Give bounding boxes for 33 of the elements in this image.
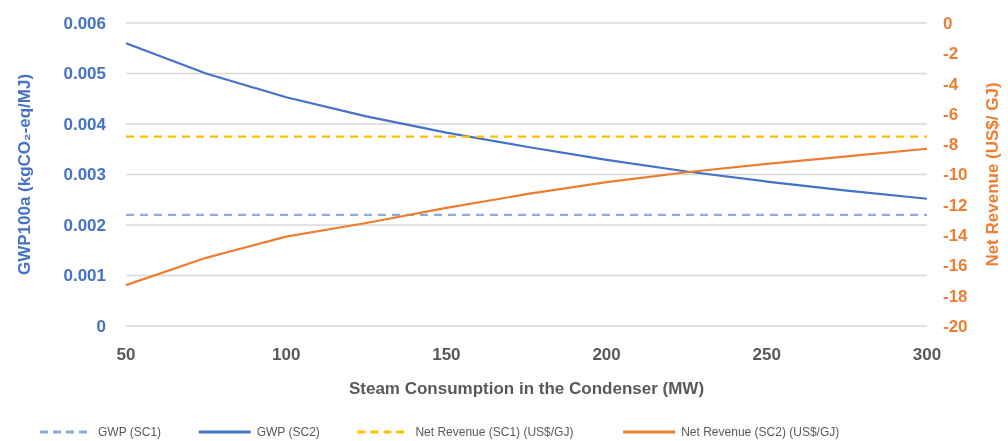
x-tick-label: 50: [116, 344, 136, 364]
x-tick-label: 250: [752, 344, 781, 364]
x-axis-title: Steam Consumption in the Condenser (MW): [348, 379, 705, 398]
legend-label: Net Revenue (SC2) (US$/GJ): [681, 425, 840, 440]
y-tick-label: 0.001: [63, 266, 106, 286]
legend-label: GWP (SC2): [256, 425, 320, 440]
line-series: [124, 147, 929, 287]
y2-tick-label: -18: [943, 286, 968, 306]
y-tick-label: 0.003: [63, 165, 106, 185]
y2-tick-label: -4: [943, 74, 959, 94]
y2-tick-label: -20: [943, 316, 968, 336]
y2-tick-label: -12: [943, 195, 968, 215]
y-tick-label: 0: [96, 316, 106, 336]
y2-tick-label: 0: [943, 13, 953, 33]
y-tick-label: 0.004: [63, 114, 107, 134]
line-series: [124, 42, 929, 200]
y2-tick-label: -2: [943, 44, 959, 64]
y2-tick-label: -8: [943, 135, 959, 155]
x-tick-label: 150: [432, 344, 461, 364]
x-tick-label: 200: [592, 344, 621, 364]
y2-tick-label: -10: [943, 165, 968, 185]
x-tick-label: 300: [912, 344, 942, 364]
y-tick-label: 0.006: [63, 13, 106, 33]
y2-axis-title: Net Revenue (US$/ GJ): [983, 82, 1002, 267]
y2-tick-label: -16: [943, 256, 968, 276]
legend-label: GWP (SC1): [98, 425, 162, 440]
legend-label: Net Revenue (SC1) (US$/GJ): [415, 425, 574, 440]
x-tick-label: 100: [272, 344, 301, 364]
y2-tick-label: -6: [943, 104, 959, 124]
y-tick-label: 0.005: [63, 64, 106, 84]
y-tick-label: 0.002: [63, 215, 106, 235]
y-axis-title: GWP100a (kgCO₂-eq/MJ): [15, 73, 34, 276]
y2-tick-label: -14: [943, 226, 969, 246]
